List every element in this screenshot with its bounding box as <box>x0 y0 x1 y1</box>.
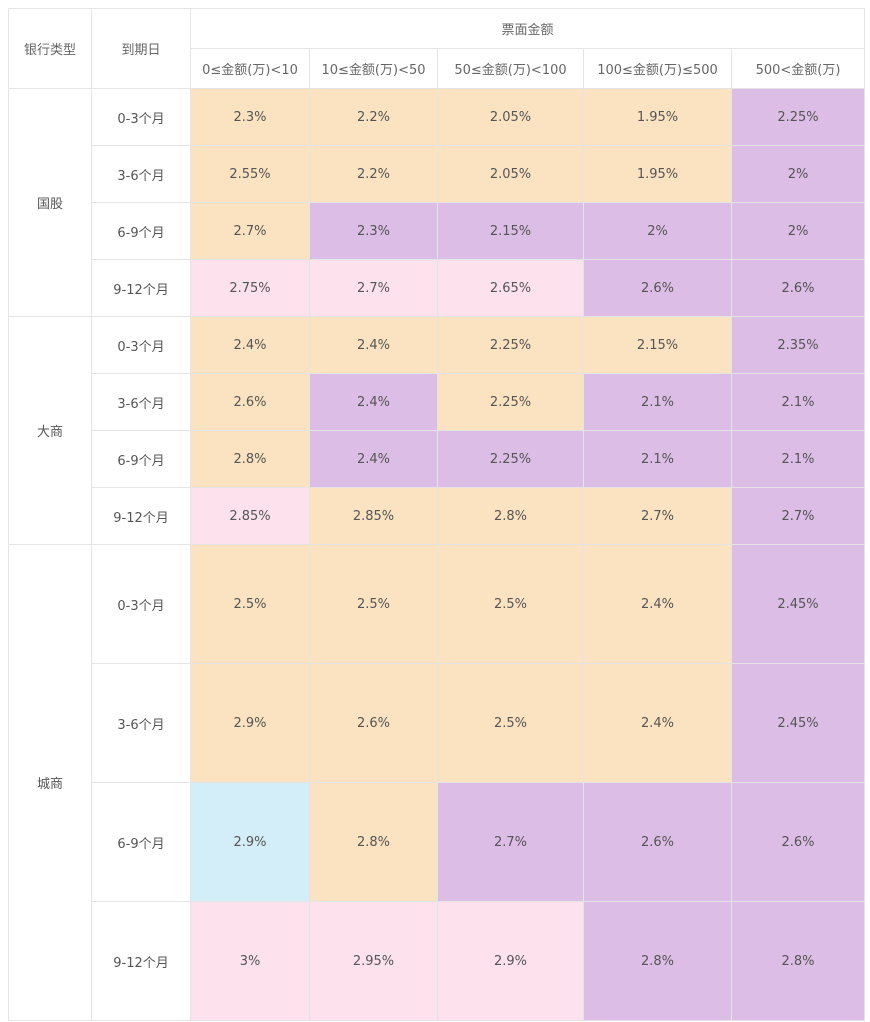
rate-cell: 2.9% <box>190 663 310 783</box>
rate-cell: 2.15% <box>583 316 732 374</box>
rate-cell: 1.95% <box>583 88 732 146</box>
rate-cell: 2.4% <box>309 316 438 374</box>
rate-cell: 2.2% <box>309 88 438 146</box>
header-amount-range-4: 100≤金额(万)≤500 <box>583 48 732 89</box>
rate-cell: 2.7% <box>730 487 866 545</box>
maturity-cell: 3-6个月 <box>91 145 191 203</box>
table-body: 国股 0-3个月 2.3% 2.2% 2.05% 1.95% 2.25% 3-6… <box>8 88 866 1021</box>
rate-cell: 2.5% <box>437 544 584 664</box>
rate-cell: 2.5% <box>437 663 584 783</box>
header-maturity: 到期日 <box>91 8 191 89</box>
maturity-cell: 0-3个月 <box>91 316 191 374</box>
rate-cell: 2.1% <box>583 373 732 431</box>
rate-cell: 2.5% <box>190 544 310 664</box>
rate-cell: 2% <box>583 202 732 260</box>
rate-cell: 2.65% <box>437 259 584 317</box>
rate-cell: 2.25% <box>730 88 866 146</box>
header-amount-range-1: 0≤金额(万)<10 <box>190 48 310 89</box>
rate-cell: 2.75% <box>190 259 310 317</box>
rate-cell: 2.6% <box>309 663 438 783</box>
rate-cell: 2.9% <box>437 901 584 1021</box>
rate-cell: 2.45% <box>730 544 866 664</box>
rate-cell: 2% <box>730 145 866 203</box>
maturity-cell: 3-6个月 <box>91 663 191 783</box>
rate-cell: 2.05% <box>437 145 584 203</box>
maturity-cell: 6-9个月 <box>91 202 191 260</box>
rate-cell: 2.2% <box>309 145 438 203</box>
rate-cell: 2.4% <box>309 430 438 488</box>
header-amount-range-5: 500<金额(万) <box>730 48 866 89</box>
maturity-cell: 0-3个月 <box>91 544 191 664</box>
table-row: 3-6个月 2.55% 2.2% 2.05% 1.95% 2% <box>9 145 866 203</box>
maturity-cell: 9-12个月 <box>91 259 191 317</box>
rate-cell: 2.7% <box>583 487 732 545</box>
rate-cell: 2.6% <box>190 373 310 431</box>
maturity-cell: 3-6个月 <box>91 373 191 431</box>
rate-cell: 2.8% <box>190 430 310 488</box>
table-row: 国股 0-3个月 2.3% 2.2% 2.05% 1.95% 2.25% <box>8 88 866 317</box>
rate-cell: 3% <box>190 901 310 1021</box>
table-row: 城商 0-3个月 2.5% 2.5% 2.5% 2.4% 2.45% <box>8 544 866 1021</box>
rate-cell: 2.8% <box>437 487 584 545</box>
table-row: 6-9个月 2.9% 2.8% 2.7% 2.6% 2.6% <box>9 782 866 902</box>
rate-cell: 2.55% <box>190 145 310 203</box>
rate-cell: 1.95% <box>583 145 732 203</box>
rate-cell: 2.6% <box>583 259 732 317</box>
table-row: 3-6个月 2.6% 2.4% 2.25% 2.1% 2.1% <box>9 373 866 431</box>
rate-cell: 2.1% <box>730 373 866 431</box>
rate-cell: 2.25% <box>437 373 584 431</box>
rate-cell: 2.45% <box>730 663 866 783</box>
rate-cell: 2.7% <box>437 782 584 902</box>
rate-cell: 2.6% <box>730 259 866 317</box>
maturity-cell: 9-12个月 <box>91 901 191 1021</box>
rate-cell: 2.8% <box>309 782 438 902</box>
rate-cell: 2.4% <box>583 544 732 664</box>
bank-type-cell: 国股 <box>8 88 92 317</box>
rate-table: 银行类型 到期日 票面金额 0≤金额(万)<10 10≤金额(万)<50 50≤… <box>8 8 866 1021</box>
header-amount-range-3: 50≤金额(万)<100 <box>437 48 584 89</box>
bank-type-cell: 城商 <box>8 544 92 1021</box>
header-bank-type: 银行类型 <box>8 8 92 89</box>
rate-cell: 2.85% <box>309 487 438 545</box>
rate-cell: 2.5% <box>309 544 438 664</box>
rate-cell: 2.25% <box>437 430 584 488</box>
rate-cell: 2.1% <box>583 430 732 488</box>
rate-cell: 2.4% <box>309 373 438 431</box>
rate-cell: 2.35% <box>730 316 866 374</box>
maturity-cell: 6-9个月 <box>91 782 191 902</box>
rate-cell: 2.15% <box>437 202 584 260</box>
header-face-amount: 票面金额 <box>189 8 866 49</box>
table-row: 大商 0-3个月 2.4% 2.4% 2.25% 2.15% 2.35% <box>8 316 866 545</box>
maturity-cell: 0-3个月 <box>91 88 191 146</box>
rate-cell: 2.4% <box>190 316 310 374</box>
table-row: 6-9个月 2.8% 2.4% 2.25% 2.1% 2.1% <box>9 430 866 488</box>
maturity-cell: 9-12个月 <box>91 487 191 545</box>
rate-cell: 2.4% <box>583 663 732 783</box>
rate-cell: 2.8% <box>730 901 866 1021</box>
rate-cell: 2.95% <box>309 901 438 1021</box>
rate-cell: 2.7% <box>190 202 310 260</box>
table-row: 3-6个月 2.9% 2.6% 2.5% 2.4% 2.45% <box>9 663 866 783</box>
rate-cell: 2.9% <box>190 782 310 902</box>
rate-cell: 2.1% <box>730 430 866 488</box>
bank-type-cell: 大商 <box>8 316 92 545</box>
table-row: 9-12个月 2.75% 2.7% 2.65% 2.6% 2.6% <box>9 259 866 317</box>
rate-cell: 2.7% <box>309 259 438 317</box>
table-row: 6-9个月 2.7% 2.3% 2.15% 2% 2% <box>9 202 866 260</box>
rate-cell: 2% <box>730 202 866 260</box>
rate-cell: 2.85% <box>190 487 310 545</box>
rate-cell: 2.05% <box>437 88 584 146</box>
rate-cell: 2.3% <box>309 202 438 260</box>
rate-cell: 2.6% <box>583 782 732 902</box>
table-row: 9-12个月 2.85% 2.85% 2.8% 2.7% 2.7% <box>9 487 866 545</box>
rate-cell: 2.3% <box>190 88 310 146</box>
rate-cell: 2.6% <box>730 782 866 902</box>
header-amount-range-2: 10≤金额(万)<50 <box>309 48 438 89</box>
rate-cell: 2.8% <box>583 901 732 1021</box>
table-row: 9-12个月 3% 2.95% 2.9% 2.8% 2.8% <box>9 901 866 1021</box>
maturity-cell: 6-9个月 <box>91 430 191 488</box>
rate-cell: 2.25% <box>437 316 584 374</box>
